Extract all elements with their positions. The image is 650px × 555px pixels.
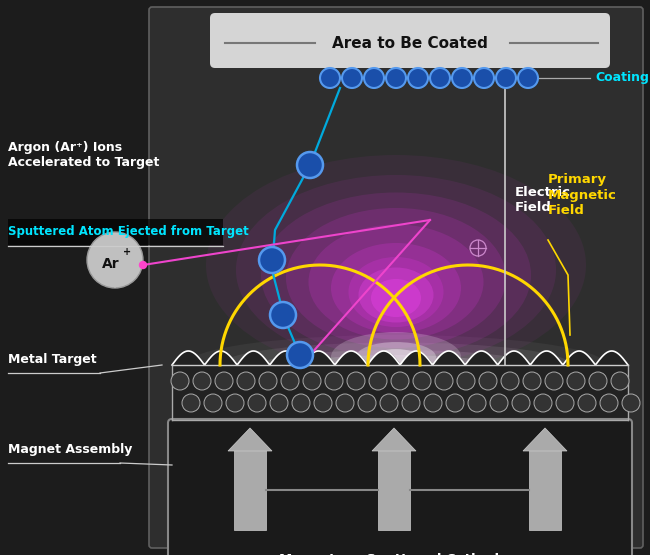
Ellipse shape [331,243,461,333]
Ellipse shape [261,350,531,380]
FancyBboxPatch shape [8,219,223,245]
Circle shape [501,372,519,390]
Text: +: + [123,247,131,257]
Circle shape [424,394,442,412]
Polygon shape [97,270,133,288]
Circle shape [408,68,428,88]
Circle shape [430,68,450,88]
Text: Primary
Magnetic
Field: Primary Magnetic Field [548,174,617,216]
Circle shape [518,68,538,88]
Circle shape [281,372,299,390]
Circle shape [380,394,398,412]
FancyBboxPatch shape [168,419,632,555]
Text: Electric
Field: Electric Field [515,186,571,214]
Ellipse shape [186,335,606,395]
Circle shape [303,372,321,390]
Text: Metal Target: Metal Target [8,354,97,366]
Circle shape [297,152,323,178]
Circle shape [140,261,146,269]
Circle shape [567,372,585,390]
Circle shape [270,394,288,412]
Circle shape [364,68,384,88]
Circle shape [320,68,340,88]
Circle shape [248,394,266,412]
Circle shape [452,68,472,88]
Circle shape [474,68,494,88]
Polygon shape [372,428,416,451]
Circle shape [193,372,211,390]
Ellipse shape [356,342,436,372]
Ellipse shape [206,155,586,375]
Ellipse shape [348,257,443,327]
Circle shape [226,394,244,412]
Circle shape [622,394,640,412]
Circle shape [87,232,143,288]
Circle shape [446,394,464,412]
Circle shape [342,68,362,88]
Circle shape [435,372,453,390]
Circle shape [292,394,310,412]
Circle shape [325,372,343,390]
Ellipse shape [359,268,434,322]
Circle shape [512,394,530,412]
Ellipse shape [374,349,419,365]
Circle shape [556,394,574,412]
Circle shape [413,372,431,390]
Text: Ar: Ar [102,257,120,271]
FancyBboxPatch shape [529,448,561,530]
Ellipse shape [331,332,461,382]
Circle shape [215,372,233,390]
Circle shape [369,372,387,390]
Circle shape [523,372,541,390]
Text: Area to Be Coated: Area to Be Coated [332,36,488,51]
Circle shape [391,372,409,390]
Ellipse shape [301,355,491,375]
Ellipse shape [221,342,571,387]
Circle shape [237,372,255,390]
Polygon shape [228,428,272,451]
Circle shape [589,372,607,390]
Circle shape [457,372,475,390]
Circle shape [358,394,376,412]
Circle shape [545,372,563,390]
Circle shape [386,68,406,88]
Circle shape [578,394,596,412]
Ellipse shape [261,193,531,357]
Circle shape [336,394,354,412]
Ellipse shape [286,208,506,348]
Circle shape [347,372,365,390]
Text: Argon (Ar⁺) Ions
Accelerated to Target: Argon (Ar⁺) Ions Accelerated to Target [8,141,159,169]
Circle shape [182,394,200,412]
Circle shape [468,394,486,412]
Circle shape [490,394,508,412]
Text: Magnet Assembly: Magnet Assembly [8,443,133,457]
Circle shape [270,302,296,328]
Circle shape [611,372,629,390]
Ellipse shape [236,175,556,365]
FancyBboxPatch shape [234,448,266,530]
Text: Magnetron-Sputtered Cathode: Magnetron-Sputtered Cathode [280,553,508,555]
FancyBboxPatch shape [378,448,410,530]
Ellipse shape [371,279,421,317]
Circle shape [314,394,332,412]
Circle shape [171,372,189,390]
Circle shape [287,342,313,368]
Circle shape [259,247,285,273]
Text: Coating: Coating [595,72,649,84]
Text: Sputtered Atom Ejected from Target: Sputtered Atom Ejected from Target [8,225,249,239]
Circle shape [259,372,277,390]
Circle shape [402,394,420,412]
Circle shape [204,394,222,412]
FancyBboxPatch shape [149,7,643,548]
Polygon shape [523,428,567,451]
Ellipse shape [309,225,484,340]
Circle shape [534,394,552,412]
Circle shape [496,68,516,88]
FancyBboxPatch shape [210,13,610,68]
Circle shape [479,372,497,390]
Circle shape [600,394,618,412]
